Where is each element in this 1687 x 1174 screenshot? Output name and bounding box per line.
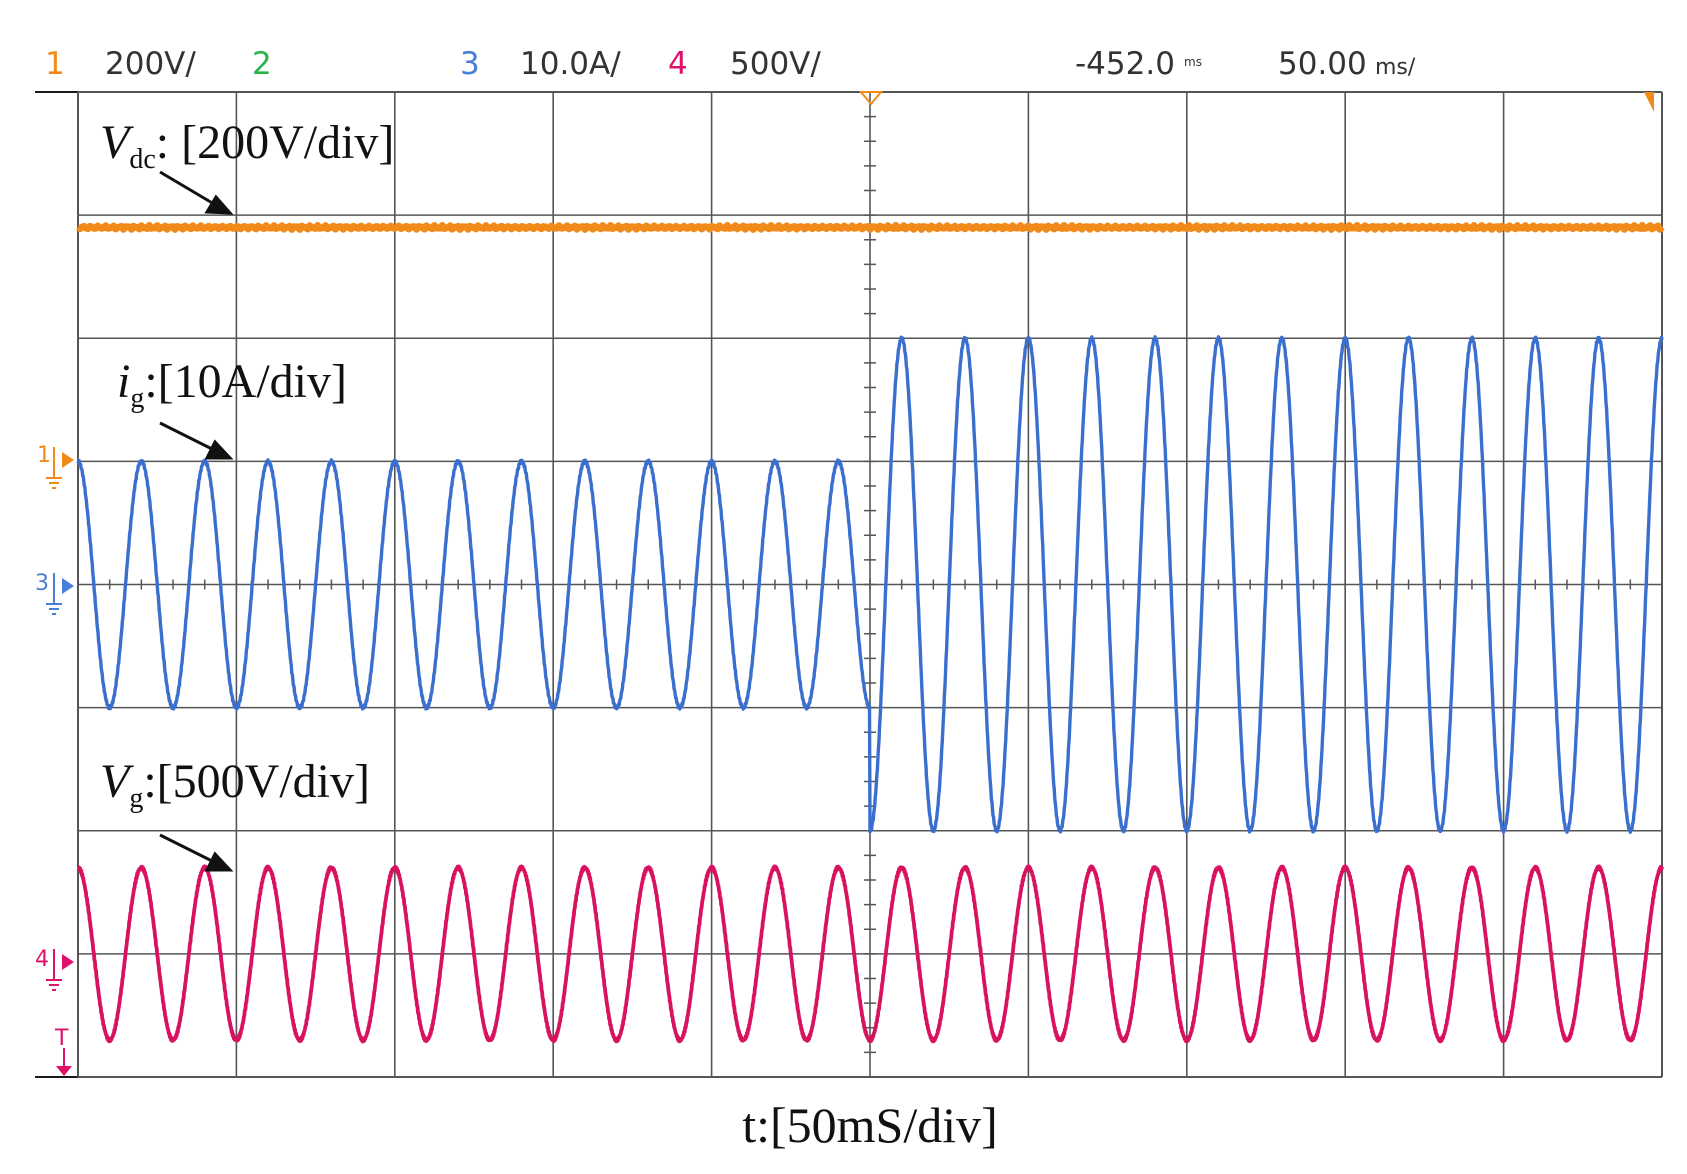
trigger-position-marker — [858, 91, 884, 106]
delay-value: -452.0 — [1075, 46, 1175, 82]
ch2-number: 2 — [252, 46, 272, 82]
ch4-number: 4 — [668, 46, 688, 82]
ch1-ground-marker: 1 — [37, 443, 74, 489]
vg-arrowhead — [204, 851, 234, 872]
ch3-scale: 10.0A/ — [520, 46, 621, 82]
ig-label: ig:[10A/div] — [117, 355, 347, 414]
annotation-arrows — [159, 170, 234, 872]
vg-label: Vg:[500V/div] — [100, 755, 370, 814]
ch4-ground-marker: 4 — [35, 947, 74, 991]
vdc-waveform — [76, 221, 1665, 233]
vg-arrow — [159, 833, 215, 864]
vg-waveform — [76, 864, 1664, 1044]
svg-text:3: 3 — [35, 571, 49, 596]
timebase-unit: ms/ — [1375, 55, 1416, 80]
trigger-level-marker — [1644, 92, 1654, 112]
timebase-value: 50.00 — [1278, 46, 1367, 82]
header-readout: 1 200V/ 2 3 10.0A/ 4 500V/ -452.0 ms 50.… — [45, 46, 1416, 82]
vdc-arrow — [159, 170, 215, 206]
ig-arrow — [159, 421, 215, 452]
ch1-number: 1 — [45, 46, 65, 82]
ch4-scale: 500V/ — [730, 46, 821, 82]
ch3-ground-marker: 3 — [35, 571, 74, 615]
svg-text:T: T — [54, 1026, 69, 1051]
x-axis-label: t:[50mS/div] — [742, 1097, 998, 1153]
vdc-label: Vdc: [200V/div] — [100, 116, 394, 175]
svg-text:1: 1 — [37, 443, 51, 468]
ig-arrowhead — [204, 439, 234, 460]
ch3-number: 3 — [460, 46, 480, 82]
vdc-arrowhead — [204, 194, 234, 215]
ig-waveform — [76, 335, 1664, 834]
trigger-ground-marker: T — [54, 1026, 72, 1076]
svg-text:4: 4 — [35, 947, 49, 972]
delay-unit: ms — [1184, 55, 1202, 69]
ch1-scale: 200V/ — [105, 46, 196, 82]
